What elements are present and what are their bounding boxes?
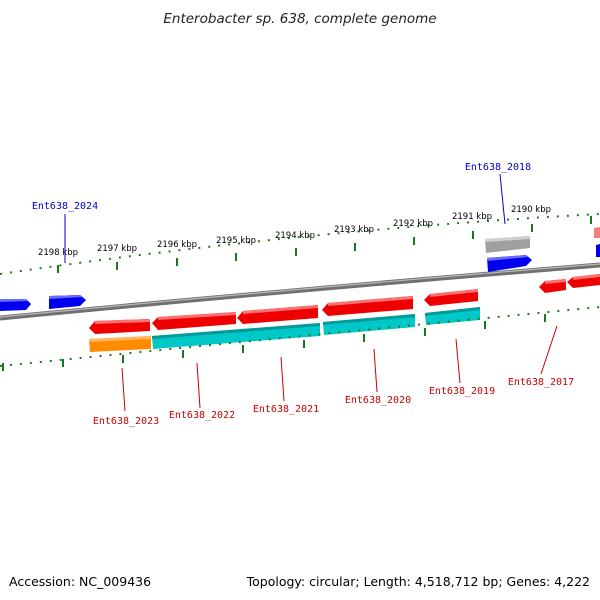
forward-genes <box>0 227 600 311</box>
feature-track <box>89 307 480 352</box>
feature-cyan[interactable] <box>152 323 320 349</box>
gene-labels: Ent638_2024 Ent638_2018 Ent638_2023 Ent6… <box>32 162 574 427</box>
gene-arrow-shade <box>487 255 529 261</box>
scale-label-2192: 2192 kbp <box>393 219 433 229</box>
gene-arrow-ent638-2021[interactable] <box>237 305 318 324</box>
gene-arrow-shade <box>0 299 28 302</box>
gene-label-ent638-2020[interactable]: Ent638_2020 <box>345 395 411 406</box>
gene-label-ent638-2018[interactable]: Ent638_2018 <box>465 162 531 173</box>
scale-label-2193: 2193 kbp <box>334 225 374 235</box>
gene-arrow-shade <box>485 236 530 242</box>
feature-shade <box>152 323 320 339</box>
gene-arrow[interactable] <box>594 227 600 238</box>
scale-label-2191: 2191 kbp <box>452 212 492 222</box>
scale-label-2190: 2190 kbp <box>511 205 551 215</box>
gene-label-ent638-2022[interactable]: Ent638_2022 <box>169 410 235 421</box>
reverse-genes <box>89 274 600 334</box>
scale-label-2197: 2197 kbp <box>97 244 137 254</box>
genome-summary-text: Topology: circular; Length: 4,518,712 bp… <box>246 574 590 589</box>
feature-shade <box>89 336 151 342</box>
scale-label-2195: 2195 kbp <box>216 236 256 246</box>
gene-arrow-shade <box>49 295 83 299</box>
accession-text: Accession: NC_009436 <box>9 574 151 589</box>
gene-arrow-shade <box>95 319 150 324</box>
gene-label-ent638-2023[interactable]: Ent638_2023 <box>93 416 159 427</box>
scale-label-2194: 2194 kbp <box>275 231 315 241</box>
gene-arrow-shade <box>573 274 600 280</box>
gene-arrow-shade <box>328 296 413 306</box>
gene-label-ent638-2017[interactable]: Ent638_2017 <box>508 377 574 388</box>
scale-label-2198: 2198 kbp <box>38 248 78 258</box>
genome-backbone <box>0 262 600 321</box>
feature-shade <box>425 307 480 316</box>
gene-label-ent638-2019[interactable]: Ent638_2019 <box>429 386 495 397</box>
scale-labels: 2198 kbp 2197 kbp 2196 kbp 2195 kbp 2194… <box>38 205 551 258</box>
gene-arrow[interactable] <box>0 299 31 311</box>
gene-arrow[interactable] <box>49 295 86 309</box>
upper-tick-track <box>0 213 600 275</box>
gene-arrow-shade <box>430 289 478 297</box>
gene-arrow-shade <box>545 279 566 284</box>
feature-cyan[interactable] <box>323 314 415 335</box>
gene-arrow[interactable] <box>596 244 600 257</box>
gene-arrow-shade <box>158 312 236 320</box>
gene-label-ent638-2021[interactable]: Ent638_2021 <box>253 404 319 415</box>
feature-shade <box>323 314 415 325</box>
scale-label-2196: 2196 kbp <box>157 240 197 250</box>
gene-label-ent638-2024[interactable]: Ent638_2024 <box>32 201 98 212</box>
gene-arrow-ent638-2020[interactable] <box>322 296 413 316</box>
map-title: Enterobacter sp. 638, complete genome <box>163 11 436 27</box>
gene-arrow-shade <box>243 305 318 314</box>
label-leaders <box>64 173 558 412</box>
lower-tick-track <box>0 306 600 371</box>
